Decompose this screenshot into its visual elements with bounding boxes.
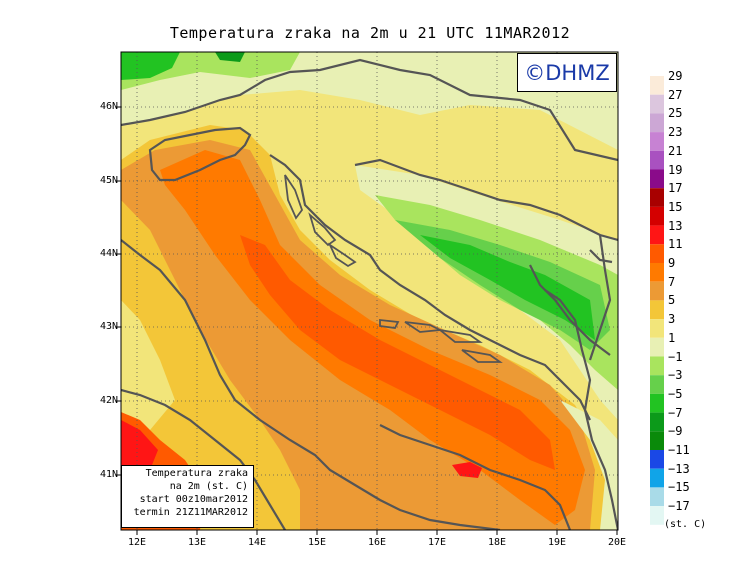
- legend-value-label: −7: [668, 405, 683, 420]
- legend-swatch: [650, 487, 664, 507]
- legend-value-label: −13: [668, 461, 690, 476]
- legend-swatch: [650, 263, 664, 282]
- map-title: Temperatura zraka na 2m u 21 UTC 11MAR20…: [169, 24, 571, 42]
- legend-swatch: [650, 169, 664, 189]
- legend-value-label: 21: [668, 143, 683, 158]
- lon-label-12e: 12E: [127, 537, 147, 548]
- legend-value-label: 23: [668, 125, 683, 140]
- legend-swatch: [650, 206, 664, 226]
- lon-label-15e: 15E: [307, 537, 327, 548]
- legend-value-label: 7: [668, 274, 676, 289]
- legend-value-label: −15: [668, 480, 690, 495]
- map-frame: [120, 51, 619, 531]
- legend-colorbar: [650, 76, 664, 525]
- legend-swatch: [650, 356, 664, 376]
- legend-value-label: 29: [668, 69, 683, 83]
- legend-value-label: −3: [668, 368, 683, 383]
- legend-value-label: 27: [668, 87, 683, 102]
- lon-label-20e: 20E: [607, 537, 627, 548]
- legend-value-label: −9: [668, 424, 683, 439]
- legend-swatch: [650, 94, 664, 114]
- lat-label-46n: 46N: [99, 101, 118, 112]
- islands: [284, 174, 503, 363]
- legend-swatch: [650, 450, 664, 469]
- legend-value-label: 1: [668, 330, 676, 345]
- info-line-unit: na 2m (st. C): [169, 481, 248, 492]
- legend-value-label: −1: [668, 349, 683, 364]
- legend-swatch: [650, 319, 664, 338]
- coastlines: [121, 58, 618, 530]
- temperature-field: [121, 52, 618, 530]
- lon-label-18e: 18E: [487, 537, 507, 548]
- legend-swatch: [650, 468, 664, 488]
- legend-swatch: [650, 150, 664, 170]
- lat-label-45n: 45N: [99, 175, 118, 186]
- legend-value-label: 25: [668, 106, 683, 121]
- legend-swatch: [650, 431, 664, 450]
- info-box: Temperatura zraka na 2m (st. C) start 00…: [121, 465, 254, 528]
- legend-swatch: [650, 225, 664, 245]
- legend-value-label: 11: [668, 237, 683, 252]
- legend-unit: (st. C): [664, 519, 707, 530]
- lat-label-41n: 41N: [99, 469, 118, 480]
- axis-ticks: [116, 106, 618, 535]
- legend-swatch: [650, 393, 664, 413]
- legend-value-label: 13: [668, 218, 683, 233]
- legend-swatch: [650, 337, 664, 357]
- legend-swatch: [650, 281, 664, 301]
- lat-label-42n: 42N: [99, 395, 118, 406]
- legend-value-label: −17: [668, 499, 690, 514]
- legend-value-label: 5: [668, 293, 676, 308]
- legend-value-label: −11: [668, 443, 690, 457]
- legend-value-label: 19: [668, 162, 683, 177]
- legend-swatch: [650, 244, 664, 263]
- legend-swatch: [650, 300, 664, 320]
- lat-label-43n: 43N: [99, 321, 118, 332]
- lat-label-44n: 44N: [99, 248, 118, 259]
- legend-swatch: [650, 188, 664, 207]
- lon-label-13e: 13E: [187, 537, 207, 548]
- dhmz-logo: ©DHMZ: [517, 53, 617, 92]
- legend-swatch: [650, 375, 664, 394]
- lon-label-19e: 19E: [547, 537, 567, 548]
- info-line-termin: termin 21Z11MAR2012: [133, 507, 248, 518]
- legend-value-label: 15: [668, 199, 683, 214]
- legend-swatch: [650, 132, 664, 151]
- legend-swatch: [650, 506, 664, 525]
- lon-label-14e: 14E: [247, 537, 267, 548]
- legend-value-label: 9: [668, 256, 676, 270]
- lon-label-17e: 17E: [427, 537, 447, 548]
- legend-swatch: [650, 412, 664, 432]
- legend-value-label: 3: [668, 312, 676, 327]
- gridlines: [121, 52, 618, 530]
- lon-label-16e: 16E: [367, 537, 387, 548]
- info-line-start: start 00z10mar2012: [139, 494, 248, 505]
- legend-swatch: [650, 76, 664, 95]
- legend-swatch: [650, 113, 664, 133]
- info-line-title: Temperatura zraka: [145, 468, 248, 479]
- legend-value-label: 17: [668, 181, 683, 196]
- legend-value-label: −5: [668, 386, 683, 401]
